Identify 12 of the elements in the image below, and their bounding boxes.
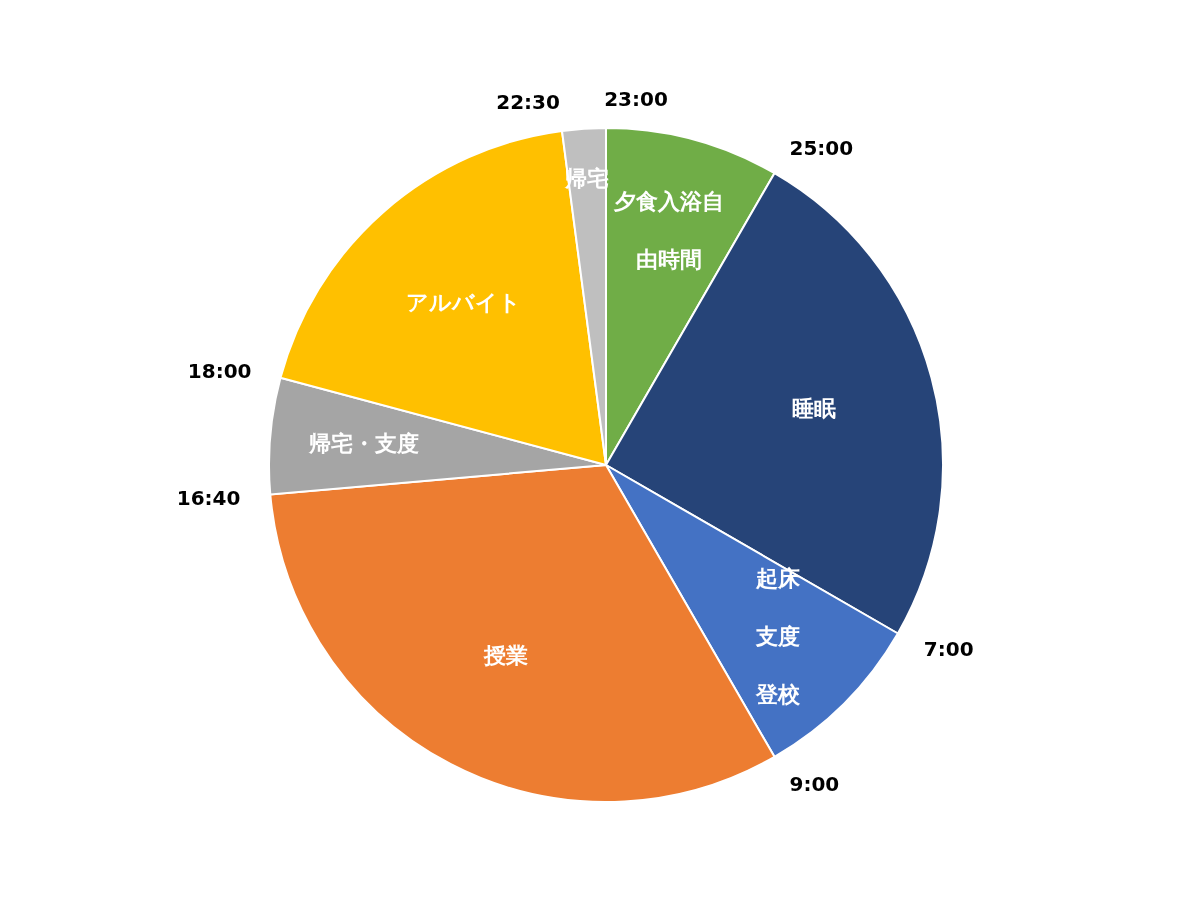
slice-label: アルバイト — [405, 288, 523, 317]
text: 7:00 — [923, 637, 974, 662]
slice-label: 授業 — [482, 642, 530, 671]
text: 16:40 — [176, 486, 241, 511]
text: 9:00 — [789, 771, 840, 796]
slice-label: 帰宅・支度 — [308, 429, 421, 458]
category-label: 夕食入浴自由時間 — [613, 188, 724, 272]
text: 22:30 — [496, 90, 560, 115]
slice-label: 睡眠 — [791, 395, 838, 424]
text: 25:00 — [789, 136, 854, 161]
text: 18:00 — [187, 359, 252, 384]
text: 23:00 — [604, 87, 668, 111]
